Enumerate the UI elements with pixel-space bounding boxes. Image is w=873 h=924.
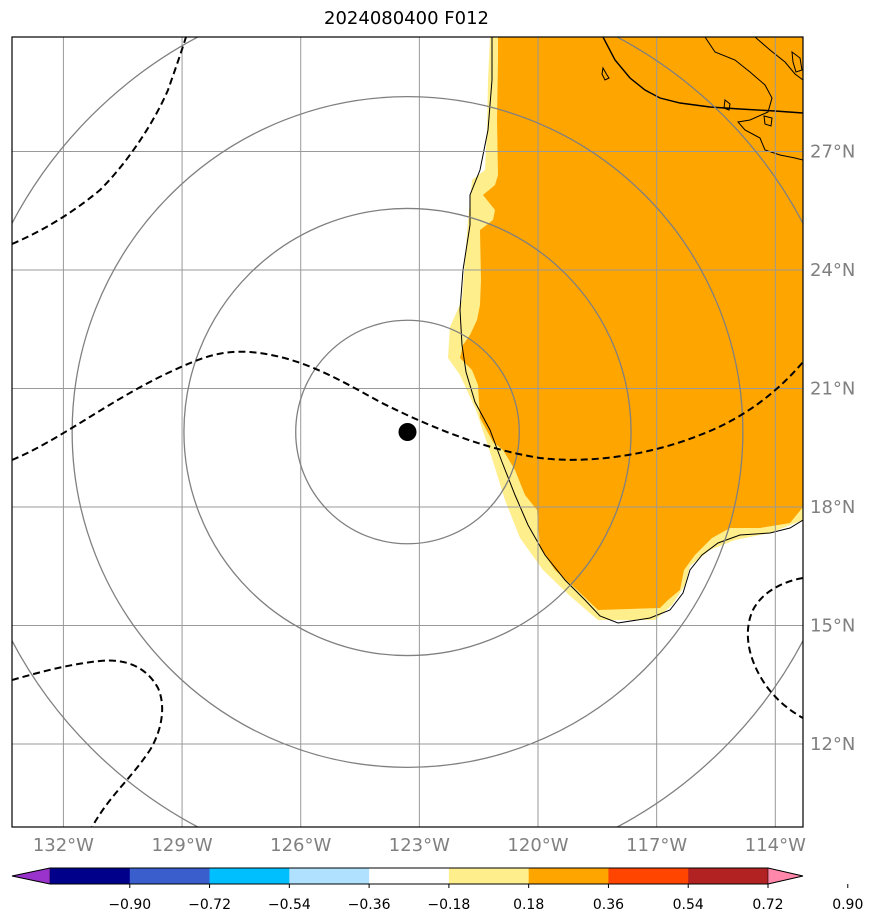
land-area — [460, 37, 803, 610]
range-rings — [12, 37, 803, 827]
colorbar-segment — [129, 868, 211, 884]
colorbar-tick-label: 0.54 — [673, 897, 704, 913]
longitude-label: 126°W — [270, 835, 331, 856]
range-ring — [71, 95, 744, 769]
contour-line-southwest — [12, 659, 164, 827]
colorbar-segment — [448, 868, 530, 884]
graticule — [12, 37, 803, 827]
island-3 — [791, 50, 803, 73]
gulf-coastline-east — [754, 37, 803, 81]
contour-line-northwest — [12, 37, 187, 245]
contour-line-southeast — [746, 577, 803, 719]
colorbar-outline — [11, 867, 804, 885]
longitude-label: 132°W — [33, 835, 94, 856]
colorbar-tick-label: −0.90 — [108, 897, 151, 913]
map-title: 2024080400 F012 — [324, 8, 489, 29]
latitude-label: 15°N — [810, 616, 855, 637]
island — [601, 66, 610, 81]
colorbar — [11, 867, 804, 885]
contour-line-main — [12, 350, 803, 461]
colorbar-segment — [608, 868, 689, 884]
colorbar-tick-label: 0.36 — [593, 897, 624, 913]
colorbar-tick-label: −0.72 — [188, 897, 231, 913]
range-ring — [183, 207, 632, 657]
baja-coastline — [602, 37, 803, 114]
latitude-label: 18°N — [810, 497, 855, 518]
colorbar-segment — [289, 868, 370, 884]
range-ring — [295, 319, 520, 545]
island-4 — [763, 115, 773, 127]
island-2 — [723, 99, 731, 111]
colorbar-segment — [209, 868, 290, 884]
colorbar-tick-label: 0.72 — [752, 897, 783, 913]
colorbar-tick-label: 0.90 — [832, 897, 863, 913]
colorbar-tick-label: −0.18 — [427, 897, 470, 913]
colorbar-segment — [369, 868, 450, 884]
colorbar-tick-label: 0.18 — [513, 897, 544, 913]
longitude-label: 129°W — [151, 835, 212, 856]
latitude-labels: 27°N 24°N 21°N 18°N 15°N 12°N — [810, 142, 855, 755]
longitude-label: 117°W — [626, 835, 687, 856]
dashed-contours — [12, 37, 803, 827]
colorbar-extend-low — [11, 867, 51, 885]
colorbar-segment — [50, 868, 131, 884]
longitude-label: 114°W — [745, 835, 806, 856]
colorbar-tick-label: −0.36 — [348, 897, 391, 913]
map-frame — [11, 36, 804, 828]
storm-center-marker — [398, 423, 417, 441]
colorbar-segment — [688, 868, 769, 884]
latitude-label: 27°N — [810, 142, 855, 163]
latitude-label: 24°N — [810, 260, 855, 281]
longitude-labels: 132°W 129°W 126°W 123°W 120°W 117°W 114°W — [33, 835, 806, 856]
longitude-label: 123°W — [389, 835, 450, 856]
latitude-label: 21°N — [810, 379, 855, 400]
colorbar-segment — [528, 868, 609, 884]
colorbar-tick-label: −0.54 — [268, 897, 311, 913]
longitude-label: 120°W — [507, 835, 568, 856]
colorbar-tick-labels: −0.90 −0.72 −0.54 −0.36 −0.18 0.18 0.36 0.54 0.7… — [108, 884, 863, 913]
coastline — [459, 37, 803, 624]
colorbar-extend-high — [767, 867, 804, 885]
latitude-label: 12°N — [810, 734, 855, 755]
